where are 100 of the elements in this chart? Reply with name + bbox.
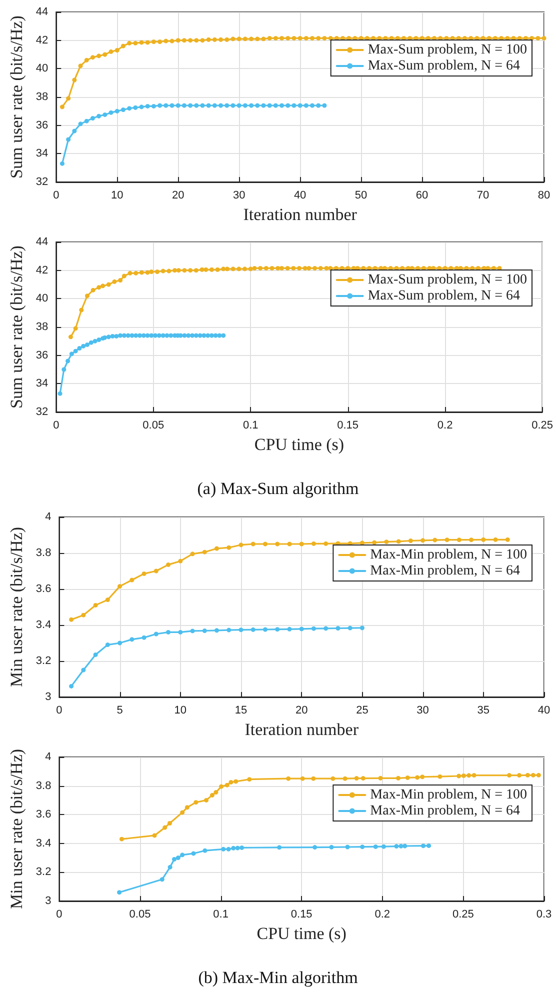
point xyxy=(322,103,327,108)
point xyxy=(286,776,291,781)
point xyxy=(202,333,206,338)
point xyxy=(277,845,282,850)
x-axis-title: CPU time (s) xyxy=(256,924,346,943)
x-tick-label: 0 xyxy=(56,704,62,716)
legend-label: Max-Sum problem, N = 100 xyxy=(368,42,528,58)
x-tick-label: 60 xyxy=(416,190,428,202)
point xyxy=(299,626,304,632)
point xyxy=(217,333,222,338)
text: (a) Max-Sum algorithm xyxy=(197,479,359,498)
y-tick-label: 3.6 xyxy=(36,583,52,595)
x-tick-label: 0.25 xyxy=(452,908,474,920)
point xyxy=(444,538,450,542)
point xyxy=(360,844,365,850)
point xyxy=(139,104,144,110)
point xyxy=(234,779,238,784)
point xyxy=(184,805,190,810)
point xyxy=(472,773,476,778)
point xyxy=(172,856,177,862)
point xyxy=(60,161,64,166)
point xyxy=(329,844,334,850)
point xyxy=(214,546,220,551)
point xyxy=(226,628,232,632)
point xyxy=(154,632,158,636)
point xyxy=(304,103,308,108)
x-axis-title: Iteration number xyxy=(244,720,359,739)
y-tick-label: 38 xyxy=(36,321,48,333)
point xyxy=(110,334,115,338)
point xyxy=(298,103,302,108)
point xyxy=(273,103,278,108)
point xyxy=(432,538,438,542)
point xyxy=(190,552,195,556)
point xyxy=(250,542,256,546)
point xyxy=(160,333,166,338)
point xyxy=(81,612,86,618)
point xyxy=(238,628,244,632)
point xyxy=(141,333,146,338)
point xyxy=(311,541,316,546)
point xyxy=(153,333,158,338)
point xyxy=(275,627,280,632)
point xyxy=(398,844,404,848)
point xyxy=(151,104,156,108)
point xyxy=(206,103,211,108)
y-tick-label: 38 xyxy=(36,91,48,103)
y-tick-label: 40 xyxy=(36,62,48,75)
point xyxy=(202,628,207,634)
point xyxy=(114,108,120,114)
point xyxy=(130,333,134,338)
point xyxy=(69,684,74,688)
point xyxy=(166,562,171,567)
point xyxy=(158,103,162,108)
point xyxy=(93,652,98,657)
x-tick-label: 80 xyxy=(538,190,550,202)
point xyxy=(194,800,198,805)
x-tick-label: 70 xyxy=(476,190,490,202)
point xyxy=(58,391,62,396)
point xyxy=(396,539,401,544)
point xyxy=(255,103,260,108)
point xyxy=(69,352,74,356)
point xyxy=(381,844,386,849)
point xyxy=(133,105,138,110)
point xyxy=(93,602,98,608)
point xyxy=(106,334,111,340)
point xyxy=(219,784,224,789)
point xyxy=(176,103,180,108)
point xyxy=(231,846,236,850)
point xyxy=(507,773,512,778)
x-tick-label: 20 xyxy=(295,704,308,716)
point xyxy=(287,542,292,546)
point xyxy=(117,890,122,895)
point xyxy=(469,538,474,542)
point xyxy=(180,810,185,815)
point xyxy=(214,790,218,795)
point xyxy=(206,333,210,338)
point xyxy=(316,103,321,108)
y-tick-label: 42 xyxy=(36,34,48,46)
point xyxy=(62,367,66,372)
point xyxy=(221,333,226,338)
x-tick-label: 0.05 xyxy=(129,908,151,920)
point xyxy=(182,333,187,338)
point xyxy=(530,772,536,778)
point xyxy=(354,776,359,781)
point xyxy=(119,836,124,842)
y-axis-title: Sum user rate (bit/s/Hz) xyxy=(7,16,26,178)
legend-label: Max-Min problem, N = 64 xyxy=(370,564,520,578)
y-tick-label: 32 xyxy=(36,406,48,418)
point xyxy=(230,103,236,108)
legend-label: Max-Min problem, N = 100 xyxy=(370,548,528,562)
point xyxy=(126,333,130,338)
point xyxy=(214,628,220,633)
x-tick-label: 5 xyxy=(116,704,123,716)
point xyxy=(240,845,244,850)
point xyxy=(330,776,336,781)
point xyxy=(167,820,172,826)
point xyxy=(194,103,199,108)
point xyxy=(204,798,208,802)
point xyxy=(145,333,150,338)
point xyxy=(190,628,195,634)
point xyxy=(118,640,122,646)
